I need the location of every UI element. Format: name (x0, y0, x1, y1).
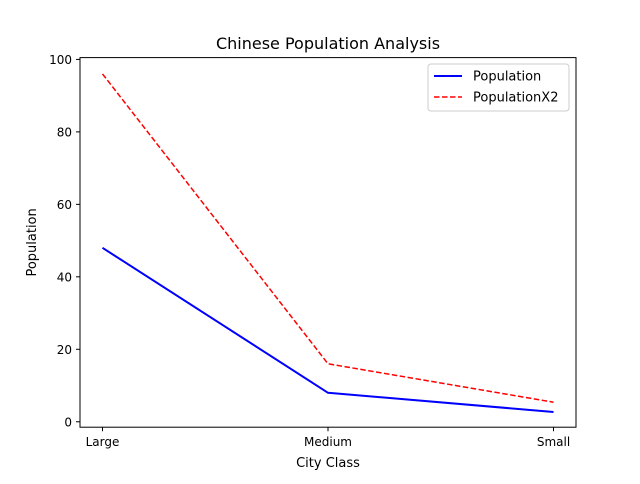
chart-title: Chinese Population Analysis (216, 34, 440, 53)
x-tick-label: Large (86, 435, 120, 449)
y-tick-label: 40 (57, 270, 72, 284)
legend-label: PopulationX2 (473, 91, 558, 106)
y-axis-ticks: 0 20 40 60 80 100 (49, 53, 80, 429)
y-tick-label: 0 (64, 415, 72, 429)
legend: Population PopulationX2 (427, 63, 570, 112)
y-tick-label: 100 (49, 53, 72, 67)
plot-layer (101, 73, 554, 413)
x-axis-ticks: Large Medium Small (86, 427, 570, 449)
legend-box (427, 63, 570, 112)
series-line-2 (101, 73, 554, 403)
series-line-1 (101, 246, 554, 413)
y-tick-label: 20 (57, 343, 72, 357)
legend-label: Population (473, 70, 541, 85)
x-tick-label: Medium (304, 435, 352, 449)
x-axis-label: City Class (296, 456, 360, 471)
x-tick-label: Small (537, 435, 570, 449)
y-tick-label: 60 (57, 198, 72, 212)
y-tick-label: 80 (57, 125, 72, 139)
y-axis-label: Population (25, 208, 40, 276)
